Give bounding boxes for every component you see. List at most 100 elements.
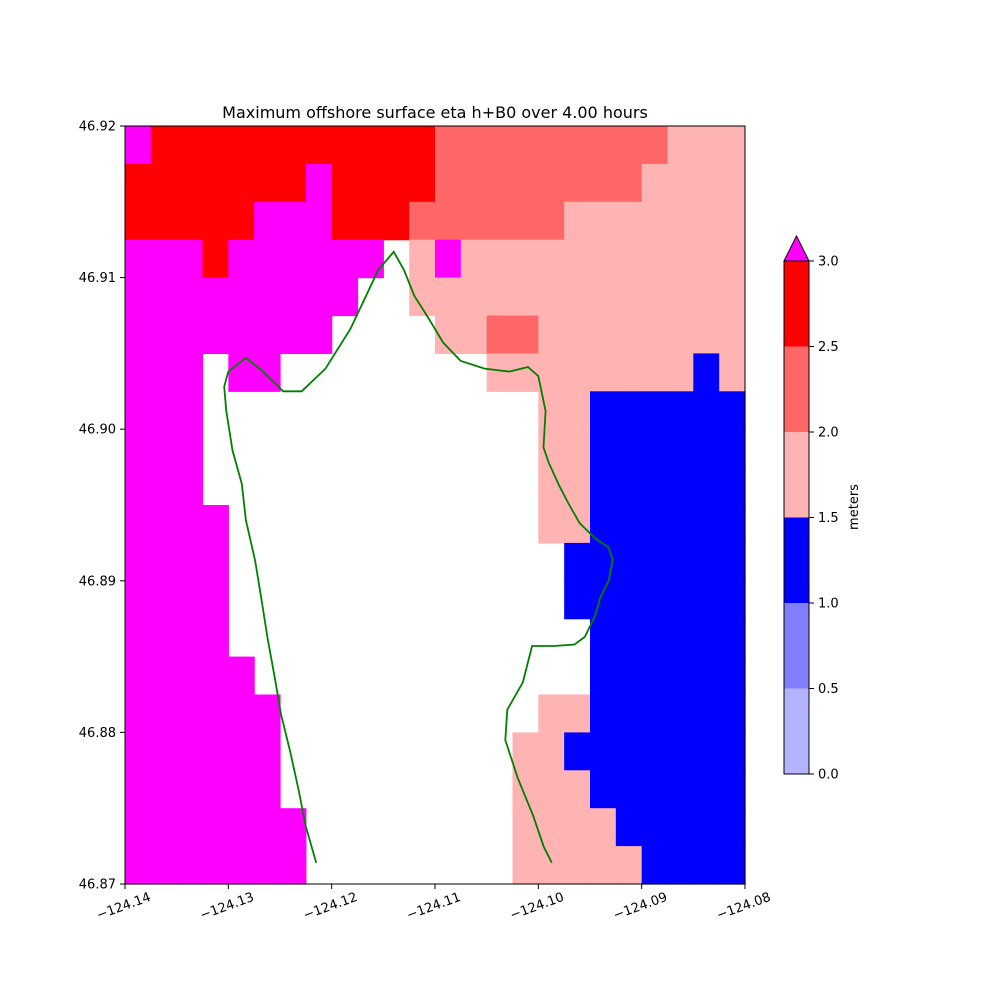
heatmap-cell <box>693 808 720 847</box>
heatmap-cell <box>693 391 720 430</box>
heatmap-cell <box>125 770 152 809</box>
heatmap-cell <box>667 694 694 733</box>
heatmap-cell <box>150 808 178 847</box>
heatmap-cell <box>228 732 255 771</box>
heatmap-cell <box>280 126 307 165</box>
heatmap-cell <box>460 315 488 354</box>
heatmap-cell <box>719 126 746 165</box>
heatmap-cell <box>305 239 333 279</box>
heatmap-cell <box>150 770 178 809</box>
heatmap-cell <box>538 201 565 241</box>
heatmap-cell <box>590 808 617 847</box>
heatmap-cell <box>150 542 178 582</box>
heatmap-cell <box>615 467 643 506</box>
heatmap-cell <box>305 201 333 241</box>
heatmap-cell <box>512 239 539 279</box>
colorbar-tick-label: 2.0 <box>818 426 839 441</box>
heatmap-cell <box>228 201 255 241</box>
heatmap-cell <box>615 580 643 620</box>
heatmap-cell <box>615 277 643 317</box>
heatmap-cell <box>125 391 152 430</box>
heatmap-cell <box>228 694 255 733</box>
heatmap-cell <box>564 391 591 430</box>
x-tick-label: −124.10 <box>508 890 566 923</box>
heatmap-cell <box>435 201 462 241</box>
heatmap-cell <box>667 808 694 847</box>
colorbar-segment <box>784 603 809 689</box>
heatmap-cell <box>150 126 178 165</box>
heatmap-cell <box>176 126 204 165</box>
heatmap-cell <box>641 467 669 506</box>
heatmap-cell <box>125 694 152 733</box>
heatmap-cell <box>590 353 617 392</box>
heatmap-cell <box>538 277 565 317</box>
heatmap-cell <box>615 542 643 582</box>
heatmap-cell <box>150 353 178 392</box>
y-tick-label: 46.87 <box>79 878 116 893</box>
heatmap-cell <box>176 618 204 658</box>
heatmap-cell <box>176 542 204 582</box>
heatmap-cell <box>615 429 643 468</box>
heatmap-cell <box>202 846 229 885</box>
heatmap-cell <box>590 618 617 658</box>
heatmap-cell <box>667 846 694 885</box>
heatmap-cell <box>590 163 617 203</box>
heatmap-cell <box>150 846 178 885</box>
heatmap-cell <box>202 277 229 317</box>
heatmap-cell <box>590 770 617 809</box>
heatmap-cell <box>719 163 746 203</box>
heatmap-cell <box>564 353 591 392</box>
heatmap-cell <box>460 239 488 279</box>
heatmap-cell <box>693 580 720 620</box>
heatmap-cell <box>590 315 617 354</box>
heatmap-cell <box>564 694 591 733</box>
heatmap-cell <box>590 656 617 696</box>
heatmap-cell <box>176 239 204 279</box>
heatmap-cell <box>719 618 746 658</box>
x-tick-label: −124.08 <box>715 890 773 923</box>
heatmap-cell <box>667 542 694 582</box>
heatmap-cell <box>641 656 669 696</box>
heatmap-cell <box>486 163 514 203</box>
heatmap-cell <box>590 391 617 430</box>
heatmap-cell <box>641 618 669 658</box>
heatmap-cell <box>228 770 255 809</box>
heatmap-cell <box>254 846 281 885</box>
heatmap-cell <box>641 315 669 354</box>
heatmap-cell <box>305 126 333 165</box>
heatmap-cell <box>125 315 152 354</box>
heatmap-cell <box>125 163 152 203</box>
heatmap-cell <box>667 163 694 203</box>
heatmap-cell <box>615 126 643 165</box>
x-tick-label: −124.09 <box>611 890 669 923</box>
heatmap-cell <box>641 505 669 544</box>
heatmap-cell <box>512 201 539 241</box>
heatmap-cell <box>331 201 359 241</box>
heatmap-cell <box>564 542 591 582</box>
heatmap-cell <box>435 163 462 203</box>
heatmap-cell <box>486 201 514 241</box>
colorbar: 0.0 0.5 1.0 1.5 2.0 2.5 3.0 <box>783 234 839 783</box>
heatmap-cell <box>719 429 746 468</box>
heatmap-cell <box>564 163 591 203</box>
heatmap-cell <box>202 694 229 733</box>
heatmap-cell <box>615 846 643 885</box>
heatmap-cell <box>719 808 746 847</box>
heatmap-cell <box>693 353 720 392</box>
heatmap-cell <box>331 277 359 317</box>
heatmap-cell <box>125 542 152 582</box>
heatmap-cell <box>590 429 617 468</box>
coastline-line <box>223 250 614 864</box>
heatmap-cell <box>409 163 436 203</box>
heatmap-cell <box>280 808 307 847</box>
heatmap-cell <box>667 429 694 468</box>
heatmap-cell <box>228 126 255 165</box>
heatmap-cell <box>615 391 643 430</box>
heatmap-cell <box>693 770 720 809</box>
heatmap-cell <box>719 580 746 620</box>
heatmap-cell <box>228 277 255 317</box>
heatmap-cell <box>564 239 591 279</box>
heatmap-cell <box>202 163 229 203</box>
heatmap-cell <box>590 126 617 165</box>
heatmap-cell <box>254 770 281 809</box>
